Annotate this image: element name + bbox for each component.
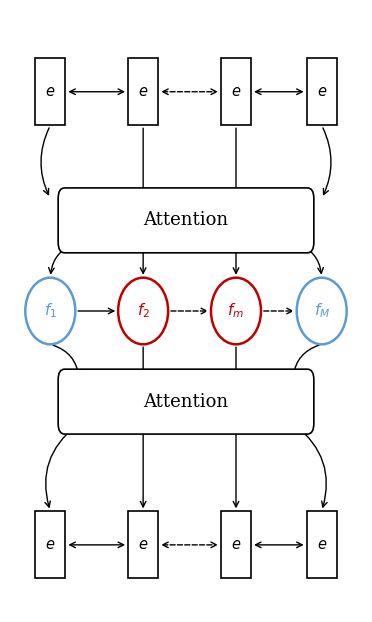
FancyBboxPatch shape — [58, 369, 314, 434]
FancyBboxPatch shape — [35, 58, 65, 126]
FancyBboxPatch shape — [128, 511, 158, 578]
FancyBboxPatch shape — [128, 58, 158, 126]
Text: $e$: $e$ — [231, 85, 241, 99]
Text: Attention: Attention — [144, 211, 228, 230]
Text: $f_1$: $f_1$ — [44, 302, 57, 320]
FancyBboxPatch shape — [35, 511, 65, 578]
Text: $e$: $e$ — [138, 85, 148, 99]
Text: $f_m$: $f_m$ — [228, 302, 244, 320]
Text: Attention: Attention — [144, 392, 228, 411]
Ellipse shape — [211, 277, 261, 345]
Text: $e$: $e$ — [45, 538, 55, 552]
Text: $e$: $e$ — [45, 85, 55, 99]
Text: $e$: $e$ — [317, 538, 327, 552]
Text: $e$: $e$ — [138, 538, 148, 552]
Text: $e$: $e$ — [317, 85, 327, 99]
Ellipse shape — [118, 277, 168, 345]
Text: $e$: $e$ — [231, 538, 241, 552]
Text: $f_M$: $f_M$ — [314, 302, 330, 320]
Text: $f_2$: $f_2$ — [137, 302, 150, 320]
Ellipse shape — [25, 277, 75, 345]
FancyBboxPatch shape — [221, 58, 251, 126]
FancyBboxPatch shape — [58, 188, 314, 253]
FancyBboxPatch shape — [221, 511, 251, 578]
FancyBboxPatch shape — [307, 511, 337, 578]
FancyBboxPatch shape — [307, 58, 337, 126]
Ellipse shape — [297, 277, 347, 345]
